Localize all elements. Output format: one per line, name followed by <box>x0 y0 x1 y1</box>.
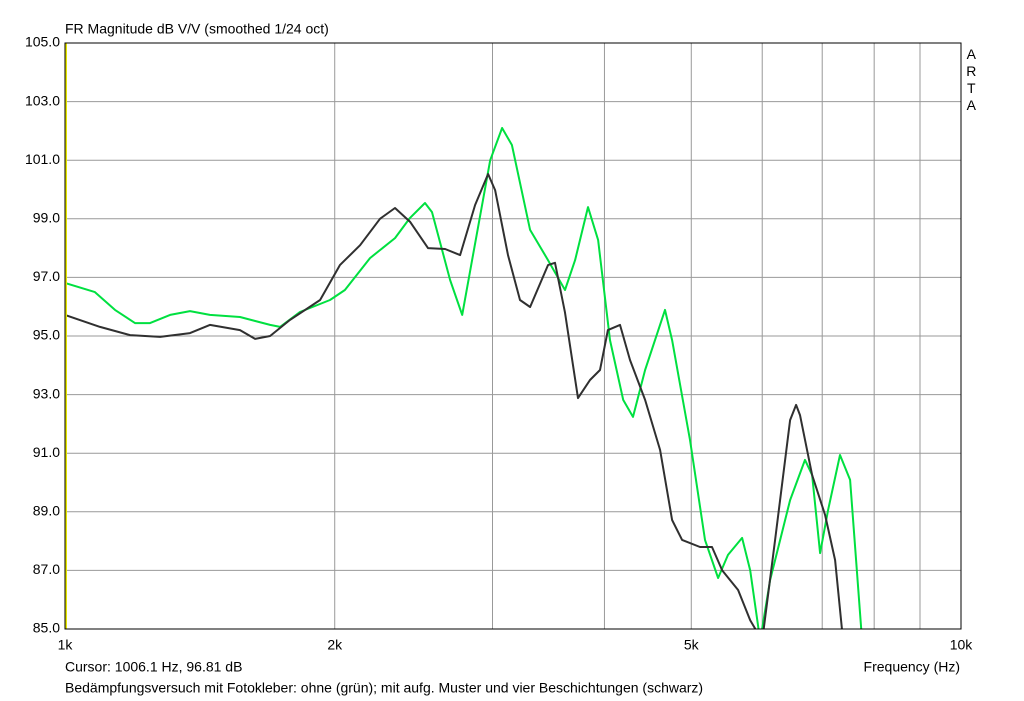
logo: ARTA <box>963 46 979 114</box>
x-tick-label: 10k <box>950 637 974 653</box>
y-tick-label: 91.0 <box>33 444 60 460</box>
chart-title: FR Magnitude dB V/V (smoothed 1/24 oct) <box>65 21 329 37</box>
y-tick-label: 99.0 <box>33 210 60 226</box>
x-axis-label: Frequency (Hz) <box>864 659 960 675</box>
series-line <box>65 173 843 629</box>
y-tick-label: 87.0 <box>33 561 60 577</box>
caption: Bedämpfungsversuch mit Fotokleber: ohne … <box>65 680 703 696</box>
x-tick-label: 1k <box>58 637 74 653</box>
y-tick-label: 97.0 <box>33 268 60 284</box>
x-tick-label: 5k <box>684 637 700 653</box>
cursor-readout: Cursor: 1006.1 Hz, 96.81 dB <box>65 659 242 675</box>
y-tick-label: 101.0 <box>25 151 60 167</box>
series-line <box>65 127 863 629</box>
y-tick-label: 95.0 <box>33 327 60 343</box>
y-tick-label: 103.0 <box>25 92 60 108</box>
plot-lines <box>65 127 863 629</box>
x-tick-label: 2k <box>327 637 343 653</box>
y-tick-label: 105.0 <box>25 34 60 50</box>
y-tick-label: 85.0 <box>33 620 60 636</box>
y-tick-label: 93.0 <box>33 385 60 401</box>
y-tick-label: 89.0 <box>33 503 60 519</box>
plot-frame <box>64 42 962 630</box>
